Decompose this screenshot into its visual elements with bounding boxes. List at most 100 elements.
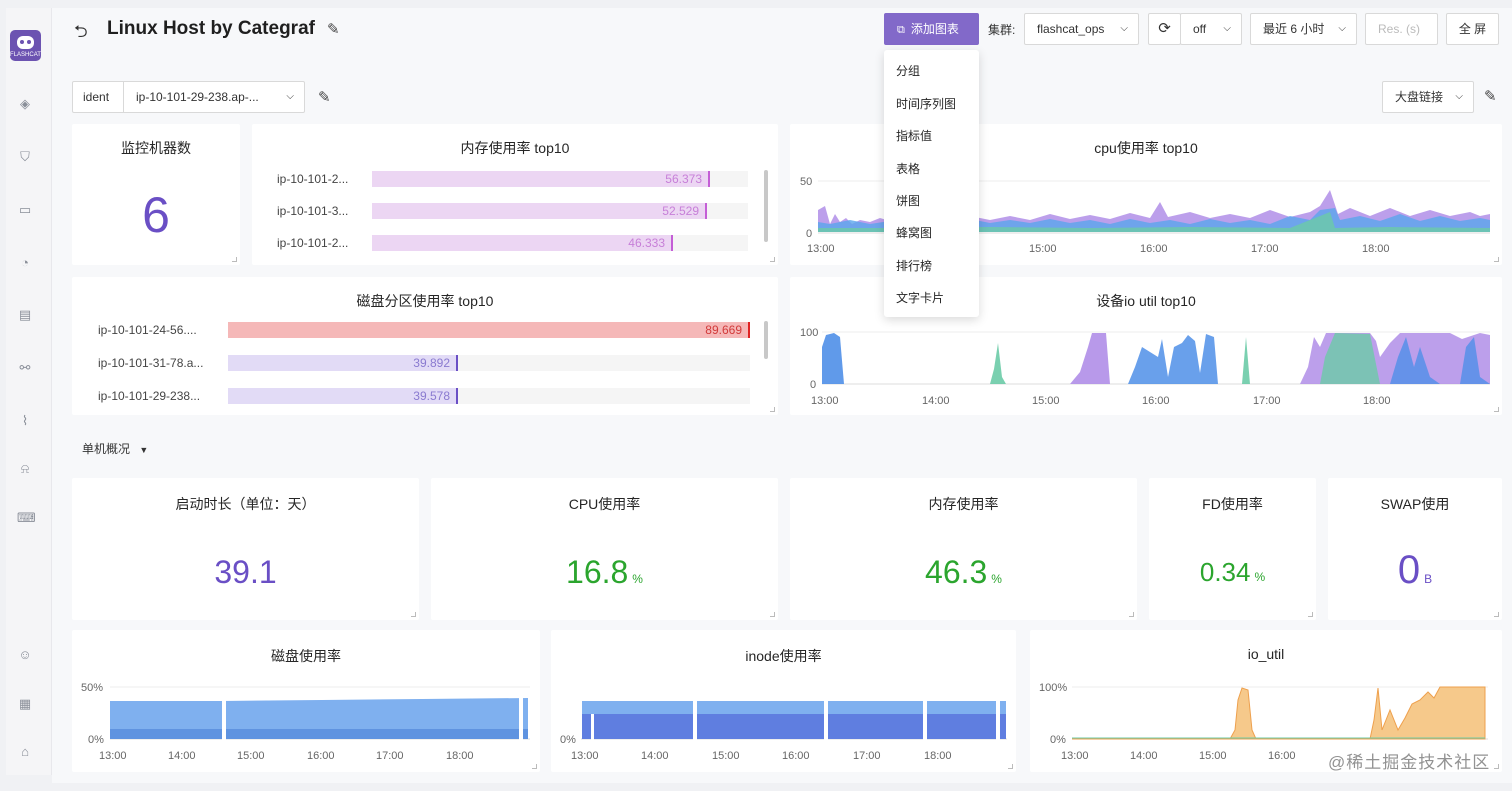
panel-cpu-usage: CPU使用率 16.8% — [431, 478, 778, 620]
y-tick: 0% — [1050, 734, 1066, 746]
panel-title: 监控机器数 — [121, 140, 191, 156]
edit-variables-icon[interactable]: ✎ — [318, 89, 331, 106]
time-range-select[interactable]: 最近 6 小时 ⌵ — [1250, 13, 1357, 45]
flashcat-logo[interactable]: FLASHCAT — [10, 30, 41, 61]
sidebar-link-icon[interactable]: ⚯ — [19, 360, 31, 375]
scrollbar[interactable] — [764, 321, 768, 359]
bar-row: 89.669 — [228, 322, 750, 338]
panel-io-util: io_util 100% 0% 13:00 14:00 15:00 16:00 — [1030, 630, 1502, 772]
add-chart-icon: ⧉ — [897, 24, 905, 36]
x-tick: 18:00 — [446, 750, 474, 762]
panel-disk-top10: 磁盘分区使用率 top10 ip-10-101-24-56.... 89.669 i… — [72, 277, 778, 415]
panel-disk-usage: 磁盘使用率 50% 0% 13:00 14:00 15:00 16:00 17:… — [72, 630, 540, 772]
io-top10-chart: 100 0 13:00 14:00 15:00 16:00 17:00 18:0… — [800, 327, 1490, 407]
ident-label: ident — [72, 81, 124, 113]
menu-item-hexbin[interactable]: 蜂窝图 — [896, 226, 933, 240]
disk-usage-chart: 50% 0% 13:00 14:00 15:00 16:00 17:00 18:… — [81, 682, 530, 762]
bar-tick — [456, 355, 458, 371]
cpu-top10-chart: 50 0 13:00 15:00 16:00 17:00 18:00 — [800, 176, 1490, 255]
add-chart-menu: 分组 时间序列图 指标值 表格 饼图 蜂窝图 排行榜 文字卡片 — [884, 50, 979, 317]
bar-row-label: ip-10-101-31-78.a... — [98, 356, 204, 370]
panel-fd-usage: FD使用率 0.34% — [1149, 478, 1316, 620]
sidebar-gauge-icon[interactable]: ◔ — [21, 255, 29, 270]
bar-value: 56.373 — [665, 172, 702, 186]
x-tick: 16:00 — [307, 750, 335, 762]
sidebar-chart-icon[interactable]: ⌇ — [21, 413, 29, 428]
panel-title: cpu使用率 top10 — [1094, 140, 1198, 156]
ident-select[interactable]: ip-10-101-29-238.ap-... ⌵ — [123, 81, 305, 113]
add-chart-button[interactable]: ⧉ 添加图表 — [884, 13, 979, 45]
chevron-down-icon: ⌵ — [1120, 23, 1128, 34]
panel-title: 设备io util top10 — [1096, 293, 1196, 309]
bar-tick — [705, 203, 707, 219]
x-tick: 13:00 — [811, 395, 839, 407]
refresh-interval-select[interactable]: off ⌵ — [1180, 13, 1242, 45]
bar-value: 52.529 — [662, 204, 699, 218]
x-tick: 14:00 — [922, 395, 950, 407]
x-tick: 14:00 — [1130, 750, 1158, 762]
sidebar-alarm-icon[interactable]: ⍾ — [20, 461, 30, 476]
bar-fill — [372, 171, 710, 187]
sidebar — [6, 8, 52, 775]
y-tick: 0 — [806, 228, 812, 240]
y-tick: 100 — [800, 327, 818, 339]
sidebar-apps-icon[interactable]: ▦ — [18, 696, 32, 711]
sidebar-terminal-icon[interactable]: ⌨ — [17, 510, 36, 525]
menu-item-table[interactable]: 表格 — [896, 162, 921, 176]
menu-item-stat[interactable]: 指标值 — [896, 129, 933, 143]
io-util-chart: 100% 0% 13:00 14:00 15:00 16:00 — [1039, 682, 1488, 762]
bar-row: 46.333 — [372, 235, 748, 251]
cluster-select[interactable]: flashcat_ops ⌵ — [1024, 13, 1139, 45]
bar-value: 46.333 — [628, 236, 665, 250]
edit-icon[interactable]: ✎ — [327, 21, 340, 38]
panel-title: 磁盘分区使用率 top10 — [356, 293, 494, 309]
page-title: Linux Host by Categraf — [107, 18, 315, 39]
bar-tick — [708, 171, 710, 187]
fullscreen-button[interactable]: 全 屏 — [1446, 13, 1499, 45]
x-tick: 18:00 — [924, 750, 952, 762]
refresh-icon[interactable]: ⟳ — [1148, 13, 1181, 45]
dashboard-link-select[interactable]: 大盘链接 ⌵ — [1382, 81, 1474, 113]
x-tick: 17:00 — [853, 750, 881, 762]
x-tick: 15:00 — [237, 750, 265, 762]
resolution-input[interactable]: Res. (s) — [1365, 13, 1438, 45]
bar-tick — [456, 388, 458, 404]
panel-title: 启动时长（单位：天） — [175, 496, 316, 512]
x-tick: 15:00 — [1029, 243, 1057, 255]
menu-item-group[interactable]: 分组 — [896, 64, 921, 78]
mem-usage-value: 46.3% — [925, 554, 1002, 590]
bar-fill — [228, 322, 750, 338]
sidebar-shield-icon[interactable]: ⛉ — [20, 149, 30, 164]
panel-mem-usage: 内存使用率 46.3% — [790, 478, 1137, 620]
x-tick: 16:00 — [1142, 395, 1170, 407]
x-tick: 17:00 — [1253, 395, 1281, 407]
y-tick: 0% — [88, 734, 104, 746]
scrollbar[interactable] — [764, 170, 768, 242]
edit-links-icon[interactable]: ✎ — [1484, 88, 1497, 105]
bar-fill — [372, 203, 707, 219]
chevron-down-icon: ⌵ — [1223, 23, 1231, 34]
menu-item-pie[interactable]: 饼图 — [896, 194, 921, 208]
sidebar-monitor-icon[interactable]: ▭ — [18, 202, 32, 217]
panel-uptime: 启动时长（单位：天） 39.1 — [72, 478, 419, 620]
sidebar-robot-icon[interactable]: ⌂ — [21, 744, 29, 759]
bar-row: 56.373 — [372, 171, 748, 187]
x-tick: 13:00 — [571, 750, 599, 762]
menu-item-text[interactable]: 文字卡片 — [896, 291, 945, 305]
sidebar-dashboard-icon[interactable]: ◈ — [20, 96, 30, 111]
sidebar-user-icon[interactable]: ☺ — [18, 647, 32, 662]
x-tick: 14:00 — [641, 750, 669, 762]
section-toggle[interactable]: 单机概况 ▼ — [82, 442, 149, 456]
bar-row: 39.578 — [228, 388, 750, 404]
menu-item-timeseries[interactable]: 时间序列图 — [896, 97, 957, 111]
chevron-down-icon: ⌵ — [1338, 23, 1346, 34]
x-tick: 15:00 — [1199, 750, 1227, 762]
bar-tick — [671, 235, 673, 251]
menu-item-barGauge[interactable]: 排行榜 — [896, 259, 933, 273]
y-tick: 0 — [810, 379, 816, 391]
sidebar-calendar-icon[interactable]: ▤ — [18, 307, 32, 322]
bar-fill — [228, 388, 458, 404]
caret-down-icon: ▼ — [139, 445, 149, 455]
back-icon[interactable]: ⮌ — [74, 22, 88, 41]
